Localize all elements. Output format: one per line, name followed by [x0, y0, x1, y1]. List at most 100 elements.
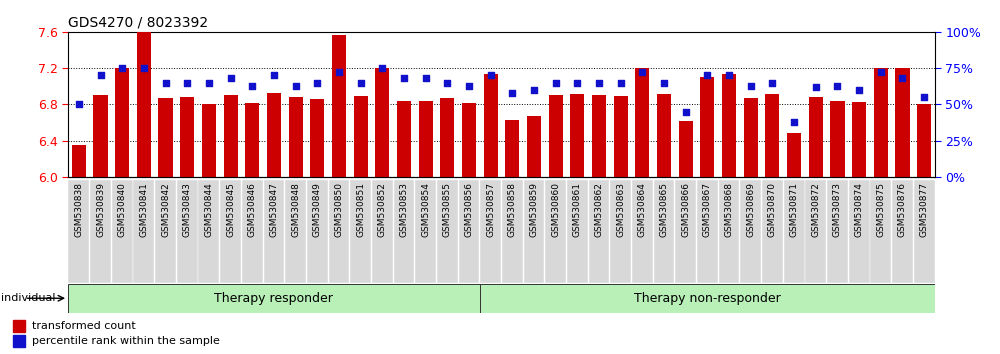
Text: GSM530841: GSM530841: [139, 182, 148, 237]
Bar: [462, 103, 476, 177]
Bar: [419, 101, 433, 177]
Bar: [137, 32, 151, 177]
Point: [71, 102, 87, 107]
FancyBboxPatch shape: [892, 180, 913, 283]
Bar: [158, 98, 173, 177]
Point: [678, 109, 694, 115]
Bar: [245, 103, 259, 177]
Bar: [12, 320, 25, 332]
Point: [179, 80, 195, 85]
Bar: [895, 68, 910, 177]
Point: [244, 83, 260, 88]
Text: individual: individual: [1, 293, 56, 303]
Bar: [202, 104, 216, 177]
FancyBboxPatch shape: [68, 284, 480, 313]
Point: [288, 83, 304, 88]
Text: GSM530839: GSM530839: [96, 182, 105, 237]
Bar: [874, 68, 888, 177]
Bar: [679, 121, 693, 177]
Text: GSM530840: GSM530840: [118, 182, 127, 237]
Bar: [765, 93, 779, 177]
FancyBboxPatch shape: [372, 180, 393, 283]
Bar: [224, 95, 238, 177]
Text: GSM530852: GSM530852: [378, 182, 387, 237]
FancyBboxPatch shape: [567, 180, 588, 283]
FancyBboxPatch shape: [285, 180, 306, 283]
Point: [699, 73, 715, 78]
Point: [158, 80, 174, 85]
Point: [764, 80, 780, 85]
Text: GSM530872: GSM530872: [811, 182, 820, 237]
Text: GSM530851: GSM530851: [356, 182, 365, 237]
FancyBboxPatch shape: [264, 180, 284, 283]
Bar: [852, 102, 866, 177]
Point: [93, 73, 109, 78]
FancyBboxPatch shape: [198, 180, 219, 283]
FancyBboxPatch shape: [350, 180, 371, 283]
Text: GSM530842: GSM530842: [161, 182, 170, 237]
FancyBboxPatch shape: [675, 180, 696, 283]
Point: [504, 90, 520, 96]
Bar: [375, 68, 389, 177]
Point: [353, 80, 369, 85]
Bar: [527, 116, 541, 177]
Text: GSM530874: GSM530874: [855, 182, 864, 237]
Text: GSM530858: GSM530858: [508, 182, 517, 237]
Text: GSM530875: GSM530875: [876, 182, 885, 237]
Text: GSM530865: GSM530865: [660, 182, 669, 237]
Point: [591, 80, 607, 85]
Point: [331, 70, 347, 75]
Text: GSM530846: GSM530846: [248, 182, 257, 237]
Text: GSM530868: GSM530868: [725, 182, 734, 237]
Bar: [72, 145, 86, 177]
Text: GSM530876: GSM530876: [898, 182, 907, 237]
FancyBboxPatch shape: [524, 180, 544, 283]
Bar: [180, 97, 194, 177]
Bar: [614, 96, 628, 177]
Bar: [635, 68, 649, 177]
Point: [136, 65, 152, 71]
Bar: [440, 98, 454, 177]
Text: transformed count: transformed count: [32, 321, 136, 331]
FancyBboxPatch shape: [589, 180, 609, 283]
Point: [114, 65, 130, 71]
Point: [743, 83, 759, 88]
Bar: [289, 97, 303, 177]
FancyBboxPatch shape: [610, 180, 631, 283]
Point: [634, 70, 650, 75]
Text: GSM530856: GSM530856: [464, 182, 473, 237]
Bar: [657, 95, 671, 177]
Point: [461, 83, 477, 88]
Point: [483, 73, 499, 78]
FancyBboxPatch shape: [90, 180, 111, 283]
FancyBboxPatch shape: [437, 180, 458, 283]
FancyBboxPatch shape: [849, 180, 870, 283]
FancyBboxPatch shape: [740, 180, 761, 283]
Text: GSM530838: GSM530838: [74, 182, 83, 237]
Bar: [505, 120, 519, 177]
Bar: [354, 96, 368, 177]
Point: [396, 75, 412, 81]
Point: [201, 80, 217, 85]
FancyBboxPatch shape: [827, 180, 848, 283]
Point: [309, 80, 325, 85]
Point: [418, 75, 434, 81]
Text: GSM530864: GSM530864: [638, 182, 647, 237]
Bar: [917, 104, 931, 177]
FancyBboxPatch shape: [545, 180, 566, 283]
FancyBboxPatch shape: [914, 180, 935, 283]
Text: GSM530844: GSM530844: [204, 182, 213, 237]
Point: [829, 83, 845, 88]
Bar: [484, 74, 498, 177]
Bar: [397, 101, 411, 177]
Text: GSM530869: GSM530869: [746, 182, 755, 237]
Text: Therapy non-responder: Therapy non-responder: [634, 292, 781, 305]
Bar: [722, 74, 736, 177]
Point: [266, 73, 282, 78]
Bar: [332, 35, 346, 177]
Bar: [12, 335, 25, 347]
FancyBboxPatch shape: [133, 180, 154, 283]
Text: GSM530860: GSM530860: [551, 182, 560, 237]
FancyBboxPatch shape: [242, 180, 263, 283]
Text: GSM530845: GSM530845: [226, 182, 235, 237]
